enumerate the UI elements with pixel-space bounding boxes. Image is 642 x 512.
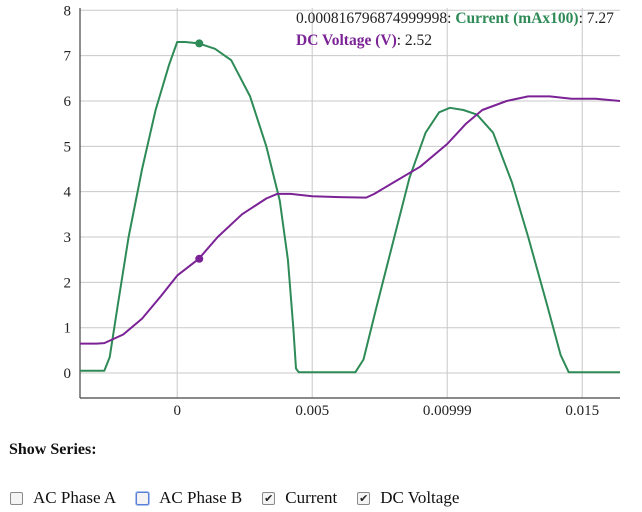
dc-voltage-label: DC Voltage xyxy=(380,488,460,507)
y-tick-label: 5 xyxy=(64,139,72,155)
current-label: Current xyxy=(285,488,338,507)
ac-phase-a-label: AC Phase A xyxy=(33,488,117,507)
ac-phase-b-label: AC Phase B xyxy=(159,488,243,507)
toggle-ac-phase-b[interactable]: AC Phase B xyxy=(136,488,242,508)
legend-dc-voltage-value: : 2.52 xyxy=(396,32,433,49)
current-series-line xyxy=(80,41,620,374)
y-tick-label: 3 xyxy=(64,230,72,246)
y-tick-label: 2 xyxy=(64,275,72,291)
y-tick-label: 7 xyxy=(64,49,72,65)
x-tick-label: 0.015 xyxy=(565,403,599,419)
x-tick-label: 0.005 xyxy=(295,403,329,419)
dc-voltage-checkbox[interactable]: ✔ xyxy=(357,491,371,505)
y-tick-label: 1 xyxy=(64,321,72,337)
ac-phase-b-checkbox[interactable] xyxy=(136,491,150,505)
hover-legend: 0.000816796874999998: Current (mAx100): … xyxy=(296,8,616,52)
dc-voltage-highlight-point xyxy=(195,254,204,263)
ac-phase-a-checkbox[interactable] xyxy=(10,491,23,505)
dc-voltage-series-line xyxy=(80,95,621,345)
legend-dc-voltage-name: DC Voltage (V) xyxy=(296,32,397,49)
toggle-current[interactable]: ✔ Current xyxy=(262,488,337,508)
x-tick-label: 0.00999 xyxy=(423,403,472,419)
current-highlight-point xyxy=(195,39,204,48)
y-tick-label: 8 xyxy=(64,3,72,19)
y-tick-label: 0 xyxy=(64,366,72,382)
show-series-heading: Show Series: xyxy=(9,441,97,458)
legend-x-value: 0.000816796874999998: xyxy=(296,10,452,27)
legend-current-value: : 7.27 xyxy=(578,10,614,27)
toggle-ac-phase-a[interactable]: AC Phase A xyxy=(10,488,116,508)
x-tick-label: 0 xyxy=(173,403,181,419)
toggle-dc-voltage[interactable]: ✔ DC Voltage xyxy=(357,488,459,508)
chart-svg[interactable]: 0 1 2 3 4 5 6 7 8 0 0.005 0.00999 0.015 xyxy=(0,0,642,430)
series-toggles: AC Phase A AC Phase B ✔ Current ✔ DC Vol… xyxy=(10,488,479,508)
legend-current-name: Current (mAx100) xyxy=(455,10,579,27)
y-tick-label: 6 xyxy=(64,94,72,110)
y-tick-label: 4 xyxy=(64,185,72,201)
current-checkbox[interactable]: ✔ xyxy=(262,491,276,505)
